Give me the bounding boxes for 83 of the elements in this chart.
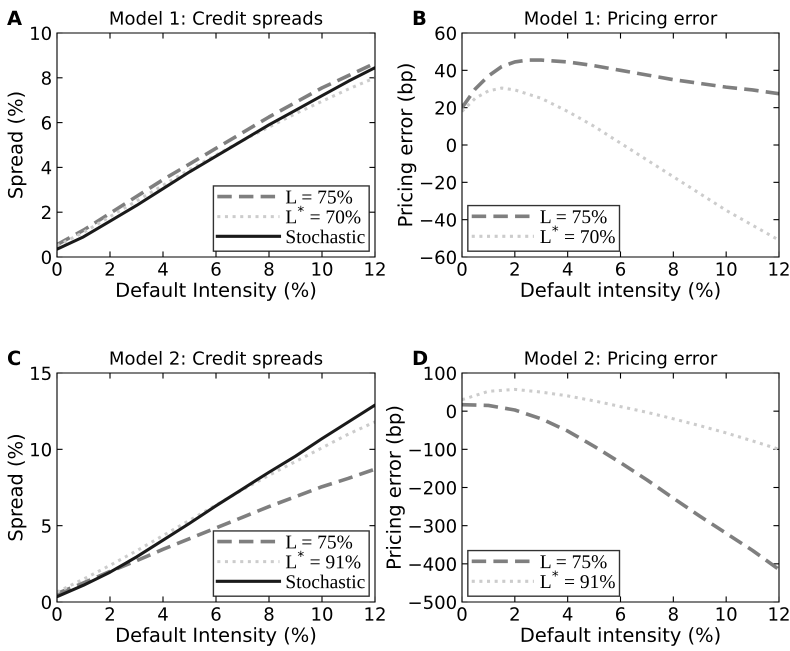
y-tick-label: 4 [42,161,52,174]
legend-label: L$^{*}$ = 91% [540,570,615,588]
y-tick-label: −20 [420,176,456,190]
x-tick-label: 0 [52,607,62,621]
x-tick-label: 10 [312,607,332,621]
x-axis-title: Default intensity (%) [522,282,720,301]
x-tick-label: 4 [158,607,168,621]
y-tick-label: 8 [42,71,51,85]
y-axis-title: Spread (%) [8,435,26,540]
y-tick-label: 10 [31,26,51,40]
chart-title: Model 1: Pricing error [525,10,718,28]
x-tick-label: 6 [616,262,626,276]
y-tick-label: 0 [446,138,456,152]
legend-label: L = 75% [540,555,607,568]
y-axis-title: Spread (%) [8,92,26,198]
y-tick-label: 15 [31,366,51,380]
legend-label: L = 75% [286,190,352,204]
x-tick-label: 4 [562,607,572,621]
y-axis-title: Pricing error (bp) [386,406,405,568]
y-tick-label: 20 [435,101,456,115]
text: B [414,10,426,25]
x-tick-label: 10 [312,262,332,276]
y-tick-label: −40 [420,213,456,227]
y-tick-label: 40 [435,64,456,78]
x-tick-label: 12 [365,262,385,276]
legend-label: L = 75% [286,535,352,549]
y-tick-label: 0 [446,404,456,418]
y-tick-label: 2 [42,206,50,220]
legend-label: L = 75% [540,210,607,224]
text: C [8,350,20,366]
x-tick-label: 12 [365,607,385,621]
chart-title: Model 2: Credit spreads [110,350,322,368]
x-tick-label: 8 [264,607,274,621]
x-axis-title: Default intensity (%) [522,627,720,646]
line-series [462,86,779,242]
y-tick-label: 6 [42,116,51,130]
y-tick-label: 5 [42,519,51,533]
y-tick-label: 100 [424,366,456,380]
text: A [7,10,22,25]
line-series [462,58,779,110]
x-axis-title: Default Intensity (%) [117,282,316,301]
y-tick-label: 60 [435,26,456,40]
x-tick-label: 12 [769,607,789,621]
x-tick-label: 6 [212,607,221,621]
y-tick-label: 0 [42,250,51,264]
x-axis-title: Default Intensity (%) [117,627,316,646]
legend-label: L$^{*}$ = 91% [286,550,360,569]
y-tick-label: 0 [42,595,51,610]
line-series [462,402,779,572]
chart-title: Model 2: Pricing error [525,350,718,368]
x-tick-label: 8 [668,607,678,621]
x-tick-label: 4 [562,262,572,276]
y-tick-label: −200 [409,480,456,495]
legend-label: L$^{*}$ = 70% [286,206,360,224]
line-series [462,388,779,451]
x-tick-label: 6 [212,262,221,276]
legend-label: L$^{*}$ = 70% [540,225,615,244]
x-tick-label: 6 [616,607,626,621]
line-series [57,467,375,596]
x-tick-label: 10 [716,607,736,621]
x-tick-label: 2 [510,607,519,621]
x-tick-label: 0 [457,262,467,276]
legend-label: Stochastic [286,574,365,588]
x-tick-label: 2 [106,262,114,276]
chart-title: Model 1: Credit spreads [110,10,322,28]
y-tick-label: −100 [409,442,456,456]
y-tick-label: 10 [31,442,51,456]
text: D [414,350,428,365]
x-tick-label: 12 [769,262,789,276]
x-tick-label: 10 [716,262,736,276]
x-tick-label: 0 [457,607,467,621]
y-axis-title: Pricing error (bp) [397,64,416,226]
x-tick-label: 8 [264,262,274,276]
y-tick-label: −400 [409,557,456,571]
x-tick-label: 2 [106,607,114,621]
x-tick-label: 2 [510,262,519,276]
y-tick-label: −300 [409,519,456,533]
x-tick-label: 8 [668,262,678,276]
y-tick-label: −500 [409,595,456,610]
x-tick-label: 4 [158,262,168,276]
x-tick-label: 0 [52,262,62,276]
legend-label: Stochastic [286,230,365,244]
y-tick-label: −60 [420,250,456,264]
